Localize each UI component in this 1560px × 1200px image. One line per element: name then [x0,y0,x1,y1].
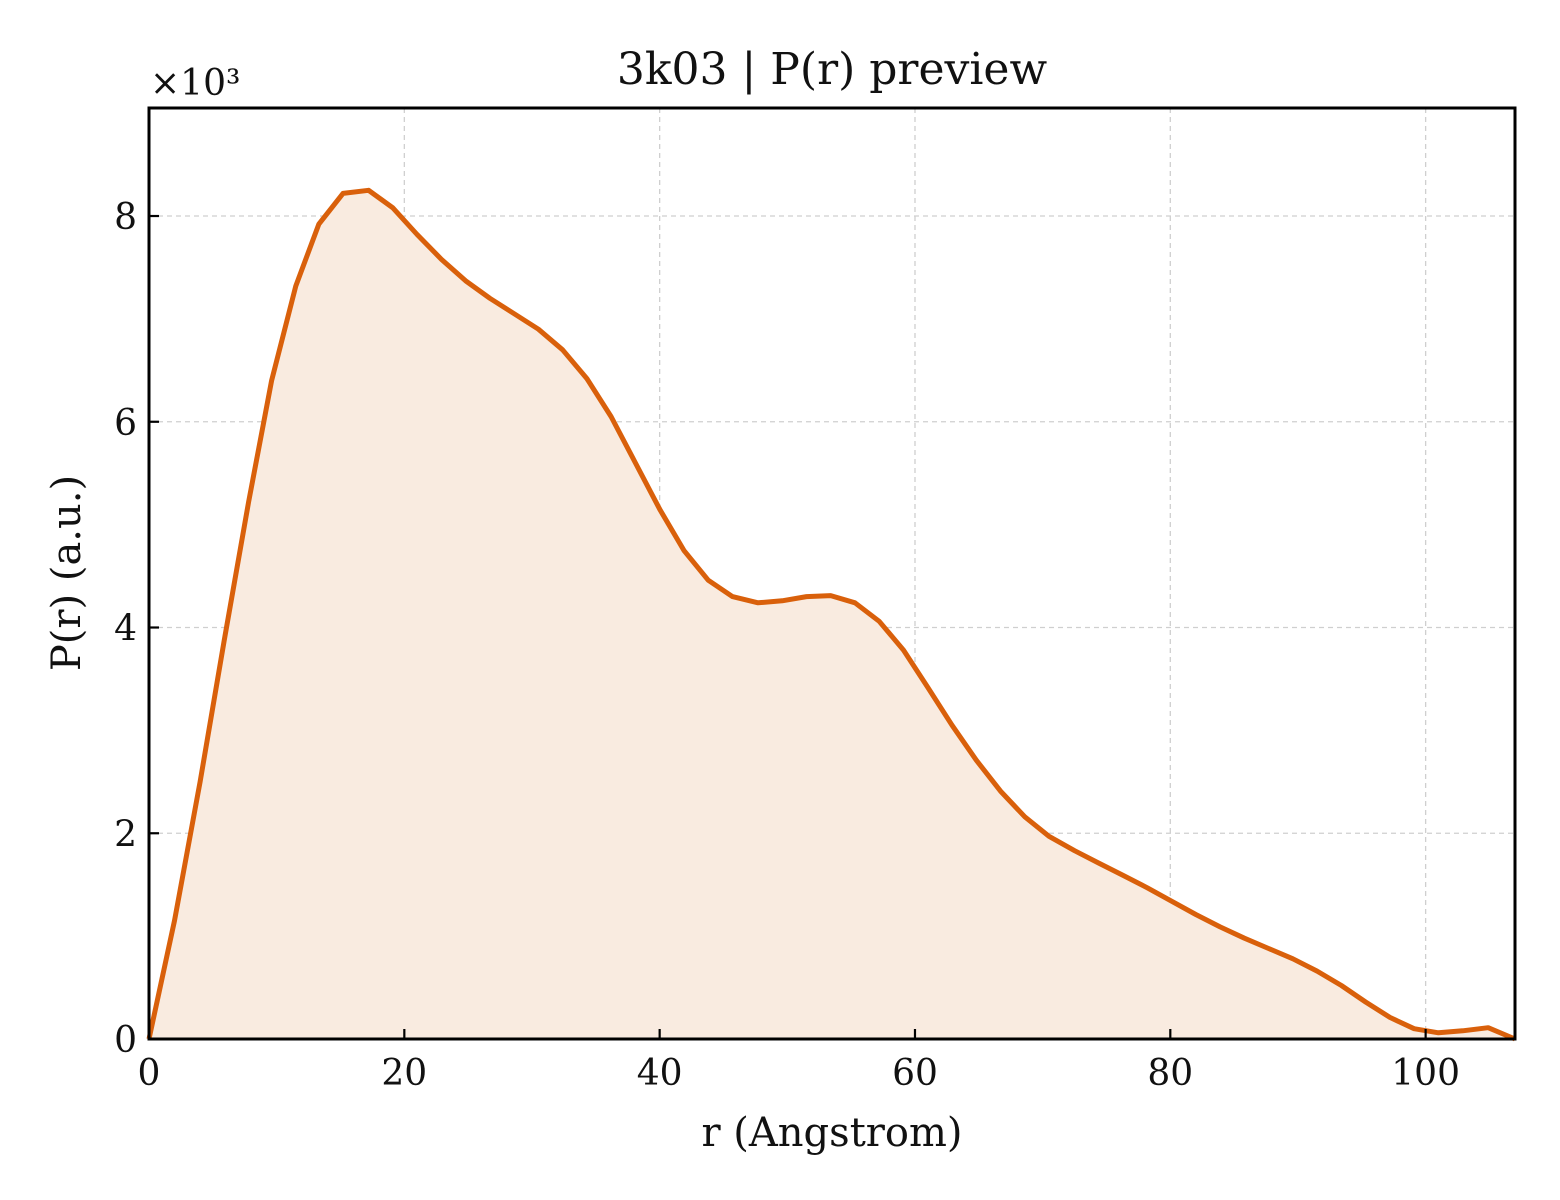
x-tick-label: 40 [637,1053,683,1094]
x-tick-label: 100 [1391,1053,1460,1094]
axis-ticks: 0 20 40 60 80 100 0 2 4 6 8 [114,197,1460,1094]
x-tick-label: 20 [381,1053,427,1094]
plot-frame [147,106,1517,1041]
x-tick-label: 80 [1147,1053,1193,1094]
y-tick-label: 4 [114,609,137,650]
y-tick-label: 6 [114,403,137,444]
y-tick-label: 2 [114,814,137,855]
x-tick-label: 60 [892,1053,938,1094]
x-tick-label: 0 [138,1053,161,1094]
y-tick-label: 8 [114,197,137,238]
y-tick-label: 0 [114,1020,137,1061]
pr-area-fill [149,190,1515,1040]
y-axis-label: P(r) (a.u.) [44,475,90,671]
x-axis-label: r (Angstrom) [701,1110,962,1156]
chart-title: 3k03 | P(r) preview [617,44,1048,95]
pr-curve-line [146,187,1516,1042]
y-multiplier-label: ×10³ [150,63,240,104]
